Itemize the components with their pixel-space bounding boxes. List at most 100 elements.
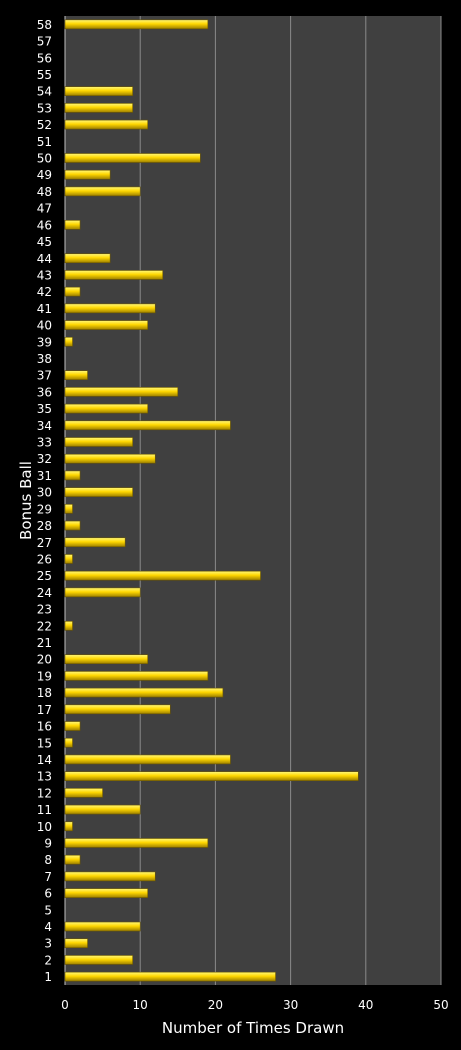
y-tick-label: 55	[37, 68, 52, 82]
bar	[64, 437, 133, 447]
y-tick-label: 13	[37, 770, 52, 784]
y-tick-label: 31	[37, 469, 52, 483]
y-tick-label: 26	[37, 552, 52, 566]
bar	[64, 153, 201, 163]
bar	[64, 938, 88, 949]
y-tick-label: 12	[37, 786, 52, 800]
y-tick-label: 36	[37, 385, 52, 399]
bar	[64, 119, 149, 130]
y-tick-label: 20	[37, 653, 52, 667]
bar	[64, 370, 88, 380]
x-tick-label: 40	[358, 998, 373, 1012]
y-tick-label: 56	[37, 51, 52, 65]
bar	[64, 103, 133, 113]
bar	[64, 453, 156, 464]
y-tick-label: 51	[37, 135, 52, 149]
y-tick-label: 53	[37, 101, 52, 115]
y-tick-label: 57	[37, 35, 52, 49]
y-tick-label: 2	[44, 953, 52, 967]
y-tick-label: 1	[44, 970, 52, 984]
plot-area	[65, 16, 441, 985]
bar	[64, 704, 171, 715]
y-tick-label: 27	[37, 536, 52, 550]
y-tick-label: 29	[37, 502, 52, 516]
bar	[64, 570, 261, 581]
y-tick-label: 45	[37, 235, 52, 249]
bar	[64, 504, 73, 514]
x-axis-title: Number of Times Drawn	[162, 1019, 344, 1037]
y-tick-label: 5	[44, 903, 52, 917]
bar	[64, 754, 231, 765]
bar	[64, 955, 133, 965]
y-tick-label: 41	[37, 302, 52, 316]
bar	[64, 587, 141, 598]
x-tick-label: 0	[61, 998, 69, 1012]
x-tick-label: 10	[133, 998, 148, 1012]
y-tick-label: 6	[44, 887, 52, 901]
y-tick-label: 24	[37, 586, 52, 600]
bar	[64, 971, 276, 982]
bar	[64, 303, 156, 314]
bars	[64, 19, 359, 982]
y-tick-label: 14	[37, 753, 52, 767]
bar	[64, 487, 133, 497]
y-tick-label: 54	[37, 85, 52, 99]
bar	[64, 788, 103, 798]
bar	[64, 537, 126, 548]
bar	[64, 19, 209, 30]
y-tick-label: 34	[37, 419, 52, 433]
y-tick-label: 46	[37, 218, 52, 232]
y-tick-label: 28	[37, 519, 52, 533]
y-tick-label: 22	[37, 619, 52, 633]
y-tick-label: 52	[37, 118, 52, 132]
bar	[64, 253, 111, 264]
y-tick-label: 17	[37, 703, 52, 717]
bar	[64, 320, 149, 330]
y-tick-label: 16	[37, 720, 52, 734]
y-tick-label: 7	[44, 870, 52, 884]
y-tick-label: 4	[44, 920, 52, 934]
bar	[64, 854, 81, 865]
x-tick-labels: 0 10 20 30 40 50	[61, 998, 448, 1012]
y-tick-label: 33	[37, 436, 52, 450]
bar	[64, 921, 141, 932]
y-tick-label: 44	[37, 252, 52, 266]
x-tick-label: 50	[433, 998, 448, 1012]
bar	[64, 220, 81, 230]
bar	[64, 169, 111, 180]
y-axis-title: Bonus Ball	[17, 461, 35, 540]
bar	[64, 420, 231, 431]
bar	[64, 687, 224, 698]
y-tick-label: 37	[37, 369, 52, 383]
bar	[64, 554, 73, 564]
y-tick-label: 42	[37, 285, 52, 299]
y-tick-label: 18	[37, 686, 52, 700]
bar	[64, 520, 81, 531]
y-tick-label: 32	[37, 452, 52, 466]
y-tick-label: 43	[37, 268, 52, 282]
y-tick-label: 50	[37, 152, 52, 166]
bar	[64, 186, 141, 197]
bar	[64, 671, 209, 681]
y-tick-label: 21	[37, 636, 52, 650]
x-tick-label: 30	[283, 998, 298, 1012]
y-tick-label: 40	[37, 319, 52, 333]
y-tick-label: 35	[37, 402, 52, 416]
y-tick-label: 8	[44, 853, 52, 867]
bar	[64, 387, 179, 397]
y-tick-label: 39	[37, 335, 52, 349]
bar	[64, 286, 81, 297]
bar	[64, 270, 164, 280]
bar	[64, 470, 81, 481]
y-tick-label: 15	[37, 736, 52, 750]
y-tick-label: 47	[37, 202, 52, 216]
y-tick-label: 38	[37, 352, 52, 366]
bar	[64, 737, 73, 748]
bar	[64, 721, 81, 731]
bar	[64, 771, 359, 781]
y-tick-label: 25	[37, 569, 52, 583]
y-tick-label: 23	[37, 603, 52, 617]
y-tick-labels: 1234567891011121314151617181920212223242…	[37, 18, 52, 984]
